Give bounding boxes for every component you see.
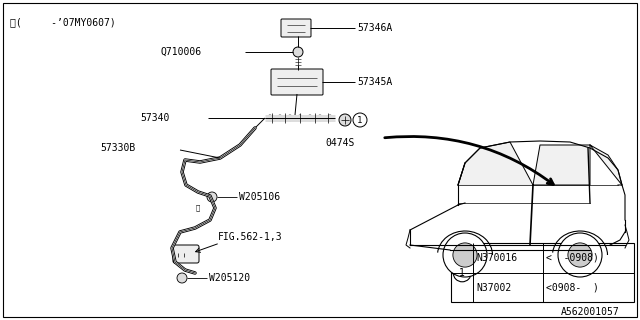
- Text: W205120: W205120: [209, 273, 250, 283]
- Bar: [451, 243, 634, 302]
- Circle shape: [443, 233, 487, 277]
- FancyBboxPatch shape: [271, 69, 323, 95]
- Text: A562001057: A562001057: [561, 307, 620, 317]
- Text: 1: 1: [357, 116, 363, 124]
- Circle shape: [568, 243, 592, 267]
- Text: 57346A: 57346A: [357, 23, 392, 33]
- Text: <0908-  ): <0908- ): [546, 283, 599, 292]
- Text: 57345A: 57345A: [357, 77, 392, 87]
- Text: ※: ※: [196, 205, 200, 211]
- Circle shape: [317, 115, 323, 121]
- Circle shape: [293, 47, 303, 57]
- Circle shape: [277, 115, 283, 121]
- Text: 1: 1: [460, 268, 465, 278]
- Text: <  -0908): < -0908): [546, 253, 599, 263]
- Text: N370016: N370016: [476, 253, 517, 263]
- Circle shape: [327, 115, 333, 121]
- Text: 57330B: 57330B: [100, 143, 135, 153]
- Text: FIG.562-1,3: FIG.562-1,3: [218, 232, 283, 242]
- Circle shape: [297, 115, 303, 121]
- Text: 57340: 57340: [140, 113, 170, 123]
- Circle shape: [339, 114, 351, 126]
- FancyBboxPatch shape: [281, 19, 311, 37]
- Text: Q710006: Q710006: [160, 47, 201, 57]
- Circle shape: [307, 115, 313, 121]
- Circle shape: [453, 264, 471, 282]
- Polygon shape: [590, 145, 622, 185]
- Circle shape: [353, 113, 367, 127]
- FancyBboxPatch shape: [173, 245, 199, 263]
- Circle shape: [267, 115, 273, 121]
- Text: 0474S: 0474S: [325, 138, 355, 148]
- Polygon shape: [533, 145, 590, 185]
- Circle shape: [207, 192, 217, 202]
- Text: ※(     -’07MY0607): ※( -’07MY0607): [10, 17, 116, 27]
- Text: W205106: W205106: [239, 192, 280, 202]
- Circle shape: [558, 233, 602, 277]
- Circle shape: [287, 115, 293, 121]
- Text: N37002: N37002: [476, 283, 511, 292]
- Circle shape: [177, 273, 187, 283]
- Circle shape: [453, 243, 477, 267]
- Polygon shape: [458, 142, 533, 185]
